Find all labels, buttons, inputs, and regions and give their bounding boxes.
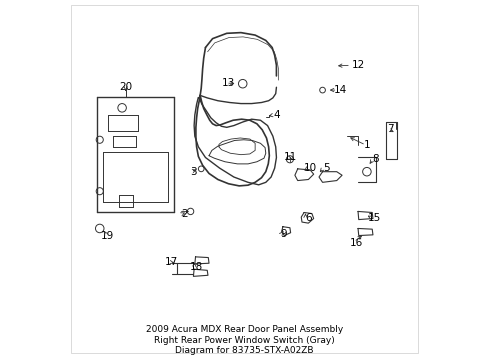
Text: 13: 13 (222, 78, 235, 88)
Text: 7: 7 (386, 124, 392, 134)
Text: 2009 Acura MDX Rear Door Panel Assembly
Right Rear Power Window Switch (Gray)
Di: 2009 Acura MDX Rear Door Panel Assembly … (145, 325, 343, 355)
Text: 16: 16 (349, 238, 362, 248)
Text: 4: 4 (273, 110, 279, 120)
Text: 14: 14 (333, 85, 346, 95)
Text: 5: 5 (322, 163, 329, 173)
Text: 11: 11 (284, 153, 297, 162)
Text: 10: 10 (303, 163, 316, 173)
Text: 2: 2 (181, 209, 187, 219)
Text: 17: 17 (165, 257, 178, 267)
Text: 19: 19 (101, 230, 114, 240)
Text: 12: 12 (351, 60, 364, 70)
Text: 9: 9 (280, 229, 286, 239)
Text: 3: 3 (189, 167, 196, 177)
Text: 1: 1 (363, 140, 369, 150)
Text: 8: 8 (372, 154, 378, 164)
Text: 18: 18 (190, 262, 203, 273)
Text: 6: 6 (305, 213, 311, 223)
Text: 20: 20 (119, 81, 132, 91)
Text: 15: 15 (366, 213, 380, 223)
